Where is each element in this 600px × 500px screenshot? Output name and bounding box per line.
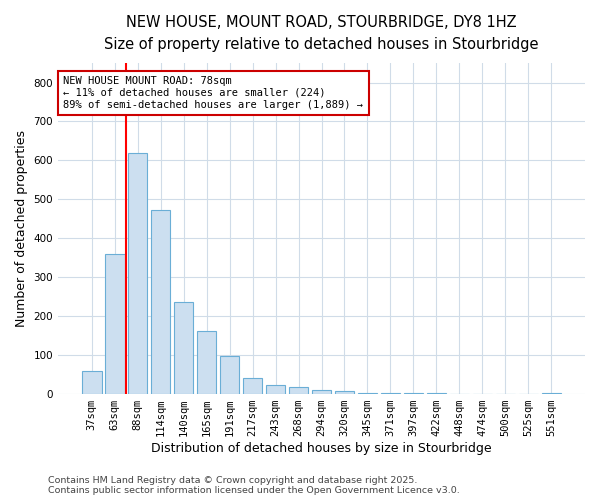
Bar	[128, 154, 148, 394]
Bar	[197, 330, 217, 394]
Bar	[266, 385, 286, 394]
Title: NEW HOUSE, MOUNT ROAD, STOURBRIDGE, DY8 1HZ
Size of property relative to detache: NEW HOUSE, MOUNT ROAD, STOURBRIDGE, DY8 …	[104, 15, 539, 52]
X-axis label: Distribution of detached houses by size in Stourbridge: Distribution of detached houses by size …	[151, 442, 492, 455]
Bar	[243, 378, 262, 394]
Bar	[151, 210, 170, 394]
Bar	[335, 392, 354, 394]
Text: NEW HOUSE MOUNT ROAD: 78sqm
← 11% of detached houses are smaller (224)
89% of se: NEW HOUSE MOUNT ROAD: 78sqm ← 11% of det…	[64, 76, 364, 110]
Bar	[105, 254, 125, 394]
Y-axis label: Number of detached properties: Number of detached properties	[15, 130, 28, 327]
Bar	[220, 356, 239, 394]
Bar	[542, 392, 561, 394]
Bar	[289, 387, 308, 394]
Bar	[82, 370, 101, 394]
Text: Contains HM Land Registry data © Crown copyright and database right 2025.
Contai: Contains HM Land Registry data © Crown c…	[48, 476, 460, 495]
Bar	[312, 390, 331, 394]
Bar	[174, 302, 193, 394]
